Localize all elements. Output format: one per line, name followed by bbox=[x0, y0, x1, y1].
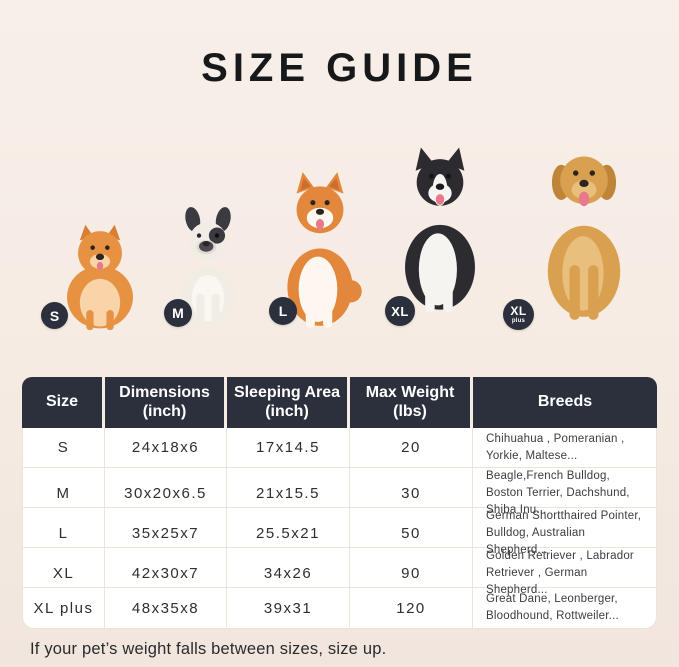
cell-size: L bbox=[23, 508, 105, 559]
size-badge-l: L bbox=[269, 297, 297, 325]
size-badge-m: M bbox=[164, 299, 192, 327]
header-line1: Dimensions bbox=[119, 384, 210, 402]
column-header-breeds: Breeds bbox=[473, 377, 657, 428]
pomeranian-icon bbox=[67, 224, 133, 331]
border-collie-dog-photo bbox=[387, 140, 493, 315]
cell-dimensions: 42x30x7 bbox=[105, 548, 227, 599]
cell-size: XL bbox=[23, 548, 105, 599]
header-line2: (inch) bbox=[142, 402, 187, 420]
size-badge-xl-plus: XL plus bbox=[503, 299, 534, 330]
page-title: SIZE GUIDE bbox=[201, 46, 478, 90]
cell-max-weight: 20 bbox=[350, 428, 473, 467]
size-badge-xl: XL bbox=[385, 296, 415, 326]
golden-retriever-dog-photo bbox=[524, 141, 644, 322]
header-line2: (inch) bbox=[265, 402, 309, 420]
header-line1: Sleeping Area bbox=[233, 384, 341, 402]
cell-dimensions: 48x35x8 bbox=[105, 588, 227, 628]
french-bulldog-dog-photo bbox=[163, 206, 253, 327]
cell-dimensions: 24x18x6 bbox=[105, 428, 227, 467]
sizing-advice-note: If your pet’s weight falls between sizes… bbox=[30, 640, 387, 658]
cell-dimensions: 35x25x7 bbox=[105, 508, 227, 559]
column-header-dimensions: Dimensions (inch) bbox=[105, 377, 227, 428]
cell-max-weight: 50 bbox=[350, 508, 473, 559]
cell-sleeping-area: 21x15.5 bbox=[227, 468, 350, 519]
size-guide-table: Size Dimensions (inch) Sleeping Area (in… bbox=[22, 377, 657, 629]
size-badge-label: XL bbox=[510, 304, 527, 318]
border-collie-icon bbox=[405, 147, 475, 313]
cell-size: XL plus bbox=[23, 588, 105, 628]
size-badge-s: S bbox=[41, 302, 68, 329]
table-row-xl: XL 42x30x7 34x26 90 Golden Retriever , L… bbox=[23, 548, 656, 599]
cell-sleeping-area: 17x14.5 bbox=[227, 428, 350, 467]
table-body: S 24x18x6 17x14.5 20 Chihuahua , Pomeran… bbox=[22, 428, 657, 629]
cell-sleeping-area: 25.5x21 bbox=[227, 508, 350, 559]
table-header-row: Size Dimensions (inch) Sleeping Area (in… bbox=[22, 377, 657, 428]
table-row-xl-plus: XL plus 48x35x8 39x31 120 Great Dane, Le… bbox=[23, 588, 656, 628]
cell-max-weight: 30 bbox=[350, 468, 473, 519]
cell-dimensions: 30x20x6.5 bbox=[105, 468, 227, 519]
cell-breeds: Beagle,French Bulldog, Boston Terrier, D… bbox=[486, 470, 630, 516]
header-line1: Max Weight bbox=[365, 384, 455, 402]
shiba-inu-icon bbox=[287, 172, 362, 328]
cell-breeds: German Shortthaired Pointer, Bulldog, Au… bbox=[486, 510, 642, 556]
column-header-max-weight: Max Weight (lbs) bbox=[350, 377, 473, 428]
cell-breeds: Chihuahua , Pomeranian , Yorkie, Maltese… bbox=[486, 432, 625, 462]
size-badge-label: M bbox=[172, 305, 184, 321]
table-row-s: S 24x18x6 17x14.5 20 Chihuahua , Pomeran… bbox=[23, 428, 656, 468]
column-header-size: Size bbox=[22, 377, 105, 428]
column-header-sleeping-area: Sleeping Area (inch) bbox=[227, 377, 350, 428]
cell-max-weight: 120 bbox=[350, 588, 473, 628]
cell-sleeping-area: 39x31 bbox=[227, 588, 350, 628]
cell-size: S bbox=[23, 428, 105, 467]
table-row-l: L 35x25x7 25.5x21 50 German Shortthaired… bbox=[23, 508, 656, 559]
header-line1: Size bbox=[45, 393, 78, 411]
cell-sleeping-area: 34x26 bbox=[227, 548, 350, 599]
size-badge-label: L bbox=[278, 303, 288, 319]
cell-breeds: Golden Retriever , Labrador Retriever , … bbox=[486, 550, 634, 596]
french-bulldog-icon bbox=[181, 207, 235, 326]
size-badge-sublabel: plus bbox=[511, 318, 526, 324]
size-badge-label: XL bbox=[391, 303, 409, 319]
header-line2: (lbs) bbox=[393, 402, 427, 420]
size-badge-label: S bbox=[49, 307, 60, 324]
shiba-inu-dog-photo bbox=[269, 167, 371, 330]
table-row-m: M 30x20x6.5 21x15.5 30 Beagle,French Bul… bbox=[23, 468, 656, 519]
pomeranian-dog-photo bbox=[54, 222, 146, 332]
golden-retriever-icon bbox=[547, 156, 621, 320]
cell-size: M bbox=[23, 468, 105, 519]
cell-max-weight: 90 bbox=[350, 548, 473, 599]
header-line1: Breeds bbox=[537, 393, 593, 411]
cell-breeds: Great Dane, Leonberger, Bloodhound, Rott… bbox=[486, 593, 619, 622]
